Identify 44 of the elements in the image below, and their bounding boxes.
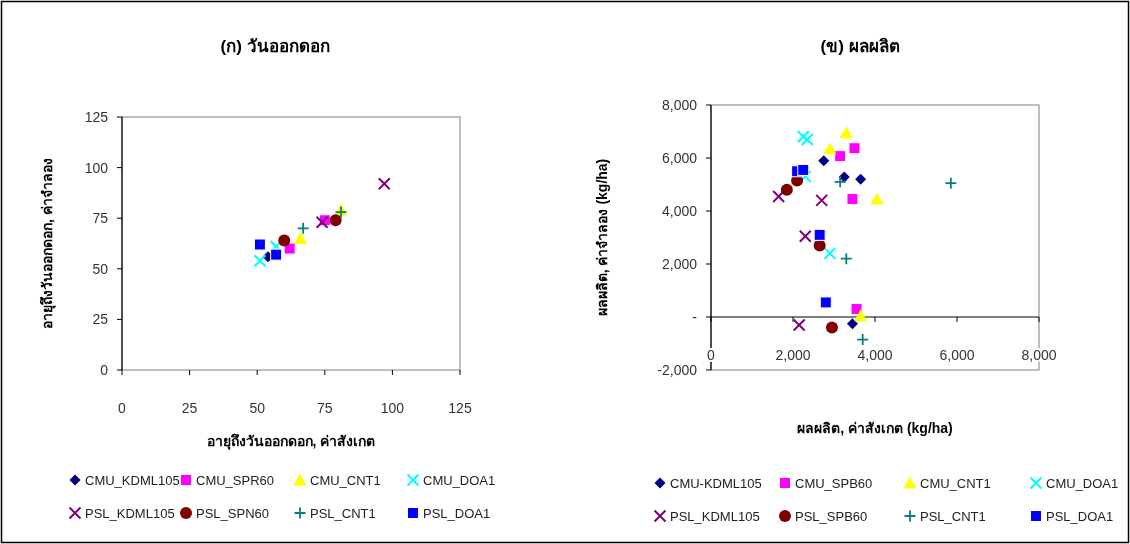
legend-label: CMU_CNT1 — [310, 473, 381, 488]
x-tick-label: 75 — [317, 400, 333, 416]
legend-label: PSL_CNT1 — [310, 506, 376, 521]
y-tick-label: 6,000 — [661, 150, 698, 166]
y-tick-label: 4,000 — [661, 203, 698, 219]
y-tick-label: 2,000 — [661, 256, 698, 272]
x-axis-title: อายุถึงวันออกดอก, ค่าสังเกต — [206, 433, 376, 450]
y-axis-title: ผลผลิต, ค่าจำลอง (kg/ha) — [594, 158, 610, 317]
legend-label: CMU_SPR60 — [196, 473, 275, 488]
legend-label: PSL_SPN60 — [196, 506, 269, 521]
y-tick-label: - — [692, 309, 698, 325]
x-tick-label: 100 — [380, 400, 405, 416]
x-tick-label: 50 — [249, 400, 266, 416]
legend-label: PSL_KDML105 — [670, 509, 760, 524]
x-tick-label: 0 — [118, 400, 127, 416]
legend-label: PSL_DOA1 — [1046, 509, 1114, 524]
legend-label: CMU_DOA1 — [1046, 476, 1119, 491]
y-tick-label: 0 — [100, 362, 109, 378]
x-tick-label: 6,000 — [939, 347, 975, 363]
x-tick-label: 2,000 — [775, 347, 811, 363]
legend-label: PSL_DOA1 — [423, 506, 491, 521]
chart-title: (ก) วันออกดอก — [220, 37, 330, 56]
x-tick-label: 25 — [181, 400, 198, 416]
x-axis-title: ผลผลิต, ค่าสังเกต (kg/ha) — [797, 420, 953, 436]
x-tick-label: 8,000 — [1021, 347, 1057, 363]
y-tick-label: 50 — [92, 260, 109, 277]
y-tick-label: 125 — [84, 109, 109, 125]
legend-label: PSL_KDML105 — [85, 506, 175, 521]
legend-label: PSL_CNT1 — [920, 509, 986, 524]
legend-label: CMU_DOA1 — [423, 473, 496, 488]
y-axis-title: อายุถึงวันออกดอก, ค่าจำลอง — [39, 158, 56, 329]
legend-label: PSL_SPB60 — [795, 509, 868, 524]
x-tick-label: 4,000 — [857, 347, 893, 363]
y-tick-label: 75 — [92, 210, 109, 227]
x-tick-label: 125 — [448, 400, 472, 416]
y-tick-label: -2,000 — [657, 362, 698, 378]
y-tick-label: 25 — [92, 311, 109, 328]
legend-label: CMU_CNT1 — [920, 476, 991, 491]
legend-label: CMU_SPB60 — [795, 476, 873, 491]
y-tick-label: 8,000 — [661, 97, 698, 113]
chart-title: (ข) ผลผลิต — [820, 37, 900, 56]
y-tick-label: 100 — [84, 159, 109, 176]
legend-label: CMU_KDML105 — [85, 473, 180, 488]
legend-label: CMU-KDML105 — [670, 476, 762, 491]
